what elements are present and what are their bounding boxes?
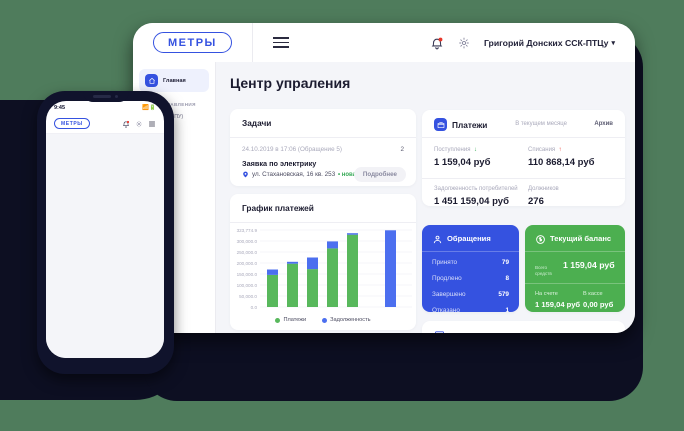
svg-text:50,000.0: 50,000.0 (239, 294, 257, 299)
svg-text:300,000.0: 300,000.0 (237, 239, 258, 244)
svg-text:200,000.0: 200,000.0 (237, 261, 258, 266)
svg-text:0.0: 0.0 (251, 305, 258, 310)
svg-text:323,774.9: 323,774.9 (237, 228, 258, 233)
svg-text:150,000.0: 150,000.0 (237, 272, 258, 277)
svg-text:250,000.0: 250,000.0 (237, 250, 258, 255)
svg-text:100,000.0: 100,000.0 (237, 283, 258, 288)
